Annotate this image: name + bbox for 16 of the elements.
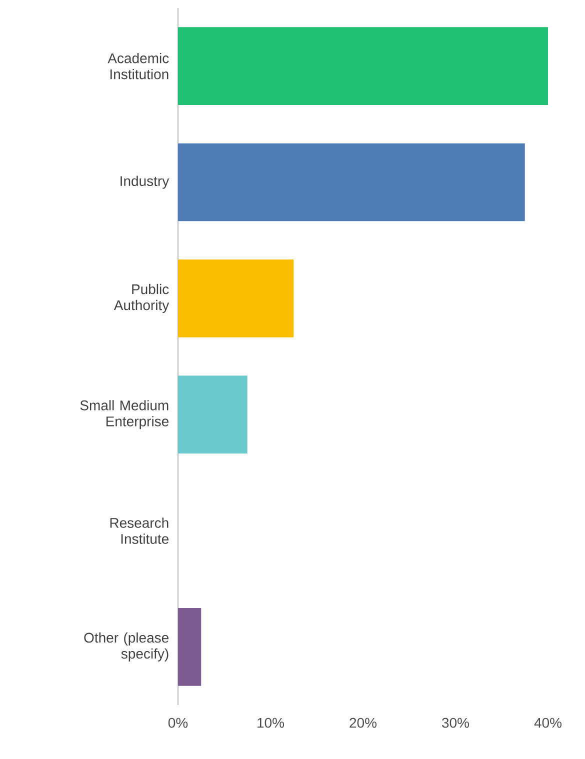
x-tick-label: 0% <box>168 718 188 728</box>
x-tick-label: 20% <box>350 718 377 728</box>
bar <box>178 27 548 106</box>
y-tick-label: Academic Institution <box>108 52 169 80</box>
y-tick-label: Other (please specify) <box>84 632 169 662</box>
x-tick-label: 40% <box>534 718 562 728</box>
x-tick-label: 10% <box>258 718 284 728</box>
y-tick-label: Industry <box>120 176 170 189</box>
bar <box>178 260 294 338</box>
y-tick-label: Research Institute <box>110 518 169 544</box>
bar <box>178 608 202 686</box>
y-tick-label: Public Authority <box>114 284 170 313</box>
y-tick-label: Small Medium Enterprise <box>80 400 169 430</box>
x-tick-label: 30% <box>442 718 470 728</box>
bar <box>178 376 248 454</box>
bar <box>178 143 525 222</box>
